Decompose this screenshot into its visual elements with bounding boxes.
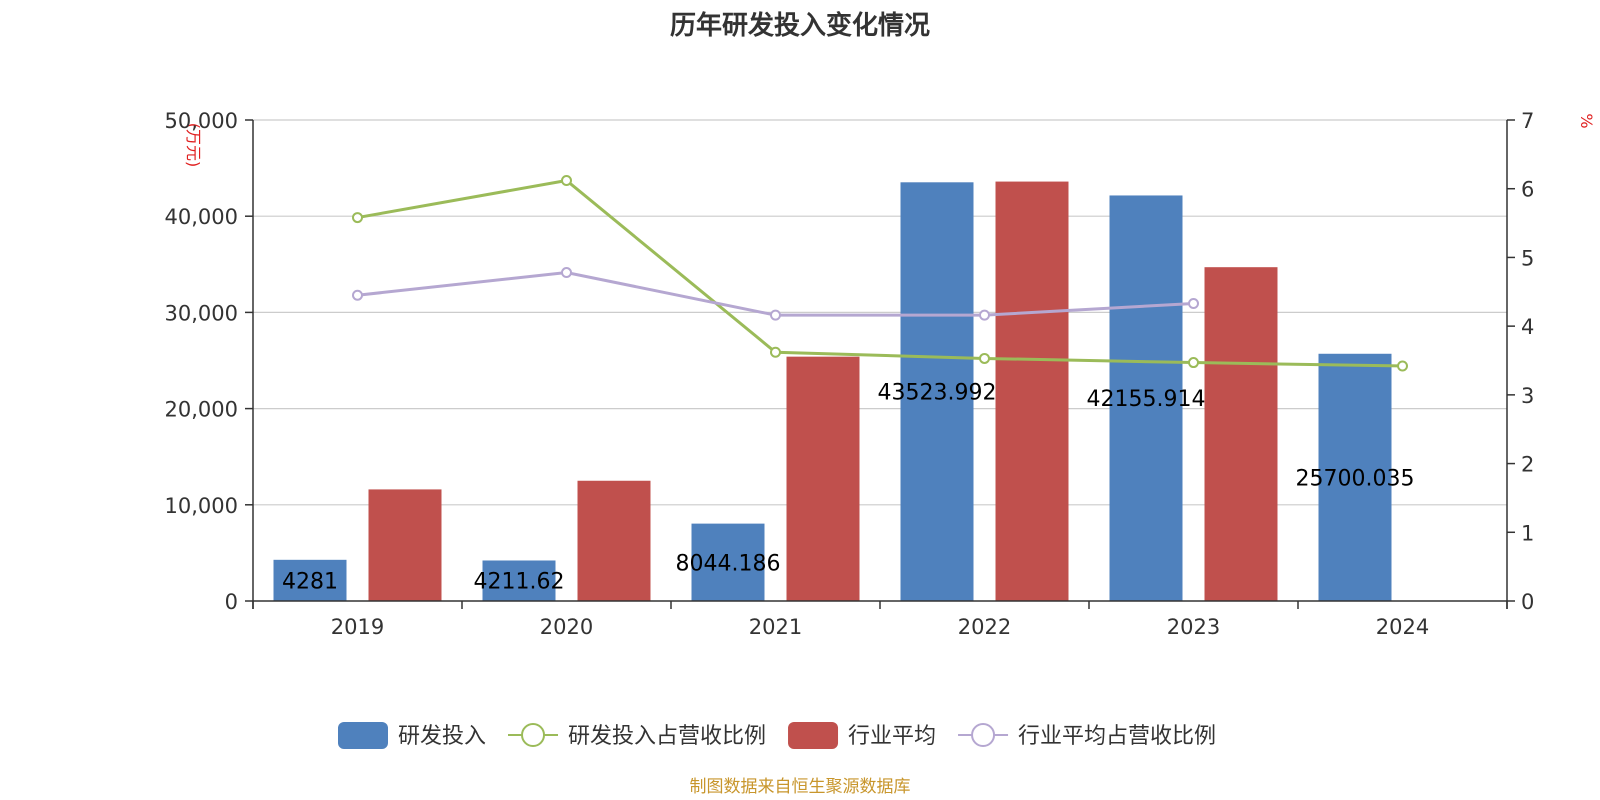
line-point-1-2023 [1188, 357, 1199, 369]
data-label-2021: 8044.186 [676, 551, 781, 576]
x-tick-label-2023: 2023 [1167, 615, 1220, 639]
line-point-1-2020 [561, 174, 572, 186]
legend: 研发投入 研发投入占营收比例 行业平均 行业平均占营收比例 [338, 722, 1216, 749]
grid-lines [253, 119, 1507, 506]
y-right-tick-label-4: 4 [1521, 315, 1534, 339]
legend-label-0: 研发投入 [398, 724, 486, 749]
bar-0-2024 [1318, 353, 1392, 601]
left-axis-unit: (万元) [184, 123, 203, 168]
bar-0-2023 [1109, 195, 1183, 601]
bar-0-2021 [691, 523, 765, 601]
data-label-2019: 4281 [282, 569, 338, 594]
y-left-tick-label-2: 20,000 [165, 398, 238, 422]
y-left-tick-label-4: 40,000 [165, 205, 238, 229]
bar-0-2019 [273, 559, 347, 601]
y-right-tick-label-2: 2 [1521, 453, 1534, 477]
x-tick-label-2020: 2020 [540, 615, 593, 639]
y-right-tick-label-5: 5 [1521, 246, 1534, 270]
line-point-1-2022 [979, 352, 990, 364]
legend-swatch-2 [788, 722, 839, 749]
bar-0-2022 [900, 182, 974, 601]
line-point-1-2024 [1397, 360, 1408, 372]
lines [352, 174, 1408, 372]
y-left-tick-label-1: 10,000 [165, 494, 238, 518]
y-right-tick-label-6: 6 [1521, 178, 1534, 202]
y-right-tick-label-0: 0 [1521, 590, 1534, 614]
x-tick-label-2024: 2024 [1376, 615, 1429, 639]
data-label-2023: 42155.914 [1087, 387, 1206, 412]
data-label-2022: 43523.992 [878, 381, 997, 406]
y-right-tick-label-1: 1 [1521, 521, 1534, 545]
legend-marker-3 [971, 723, 996, 747]
line-point-1-2019 [352, 212, 363, 224]
source-note: 制图数据来自恒生聚源数据库 [690, 777, 911, 797]
chart-title: 历年研发投入变化情况 [670, 10, 930, 41]
x-tick-label-2019: 2019 [331, 615, 384, 639]
bar-2-2022 [995, 181, 1069, 601]
y-right-tick-label-3: 3 [1521, 384, 1534, 408]
line-point-3-2022 [979, 309, 990, 321]
data-label-2024: 25700.035 [1296, 466, 1415, 491]
line-point-1-2021 [770, 346, 781, 358]
line-point-3-2023 [1188, 297, 1199, 309]
bar-2-2019 [368, 489, 442, 601]
legend-label-1: 研发投入占营收比例 [568, 724, 766, 749]
legend-label-2: 行业平均 [848, 724, 936, 749]
data-labels: 4281 4211.62 8044.186 43523.992 42155.914 257… [282, 381, 1414, 595]
x-tick-label-2022: 2022 [958, 615, 1011, 639]
bar-2-2021 [786, 356, 860, 601]
axes: 2019 2020 2021 2022 2023 2024 0 10,000 20,000 30,… [165, 109, 1535, 639]
line-point-3-2020 [561, 267, 572, 279]
legend-marker-1 [521, 723, 546, 747]
bar-0-2020 [482, 560, 556, 601]
y-left-tick-label-3: 30,000 [165, 301, 238, 325]
bar-2-2023 [1204, 267, 1278, 601]
line-point-3-2021 [770, 309, 781, 321]
y-left-tick-label-5: 50,000 [165, 109, 238, 133]
y-left-tick-label-0: 0 [225, 590, 238, 614]
bars [273, 181, 1392, 601]
bar-2-2020 [577, 480, 651, 601]
y-right-tick-label-7: 7 [1521, 109, 1534, 133]
x-tick-label-2021: 2021 [749, 615, 802, 639]
data-label-2020: 4211.62 [474, 570, 565, 595]
legend-swatch-0 [338, 722, 388, 749]
legend-label-3: 行业平均占营收比例 [1018, 724, 1216, 749]
right-axis-unit: % [1577, 113, 1596, 128]
line-series-1 [357, 178, 1403, 368]
line-point-3-2019 [352, 289, 363, 301]
